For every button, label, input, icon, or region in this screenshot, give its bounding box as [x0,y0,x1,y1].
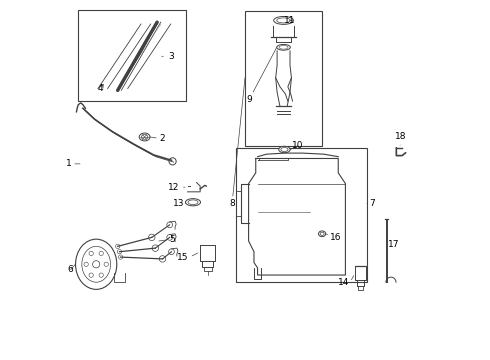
Text: 13: 13 [173,199,185,208]
Ellipse shape [188,200,198,204]
Ellipse shape [139,133,150,141]
Circle shape [169,249,174,255]
Circle shape [169,158,176,165]
Ellipse shape [186,199,200,206]
Text: 14: 14 [338,278,349,287]
Ellipse shape [320,232,324,235]
Circle shape [84,262,88,266]
Circle shape [119,255,122,259]
Text: 9: 9 [246,47,277,104]
Text: 3: 3 [168,52,173,61]
Circle shape [167,234,172,240]
Text: 17: 17 [389,240,400,249]
Bar [236,148,367,282]
Ellipse shape [279,146,290,153]
Circle shape [99,273,103,277]
Text: 10: 10 [290,141,303,150]
Circle shape [89,251,93,256]
Circle shape [116,244,120,248]
Ellipse shape [318,231,326,237]
Text: 1: 1 [67,159,80,168]
Circle shape [89,273,93,277]
Ellipse shape [75,239,117,289]
Text: 18: 18 [395,131,407,140]
Bar [245,12,322,146]
Ellipse shape [274,17,294,24]
Text: 4: 4 [98,84,103,93]
Text: 16: 16 [326,233,342,242]
Circle shape [93,261,100,268]
Ellipse shape [281,148,288,152]
Text: 2: 2 [150,134,165,143]
Ellipse shape [277,18,291,23]
Bar [78,10,186,101]
Text: 7: 7 [368,199,374,208]
Circle shape [117,249,122,254]
Ellipse shape [141,135,148,139]
Text: 12: 12 [169,183,180,192]
Circle shape [167,222,172,228]
Ellipse shape [277,44,291,50]
Circle shape [104,262,108,266]
Circle shape [99,251,103,256]
Circle shape [159,256,166,262]
Text: 6: 6 [68,264,75,274]
Text: 5: 5 [159,235,175,244]
Circle shape [148,234,155,240]
Text: 8: 8 [229,78,245,208]
Ellipse shape [82,246,111,282]
Ellipse shape [279,45,288,49]
Text: 15: 15 [177,253,189,262]
Text: 11: 11 [284,16,295,25]
Circle shape [152,245,159,251]
